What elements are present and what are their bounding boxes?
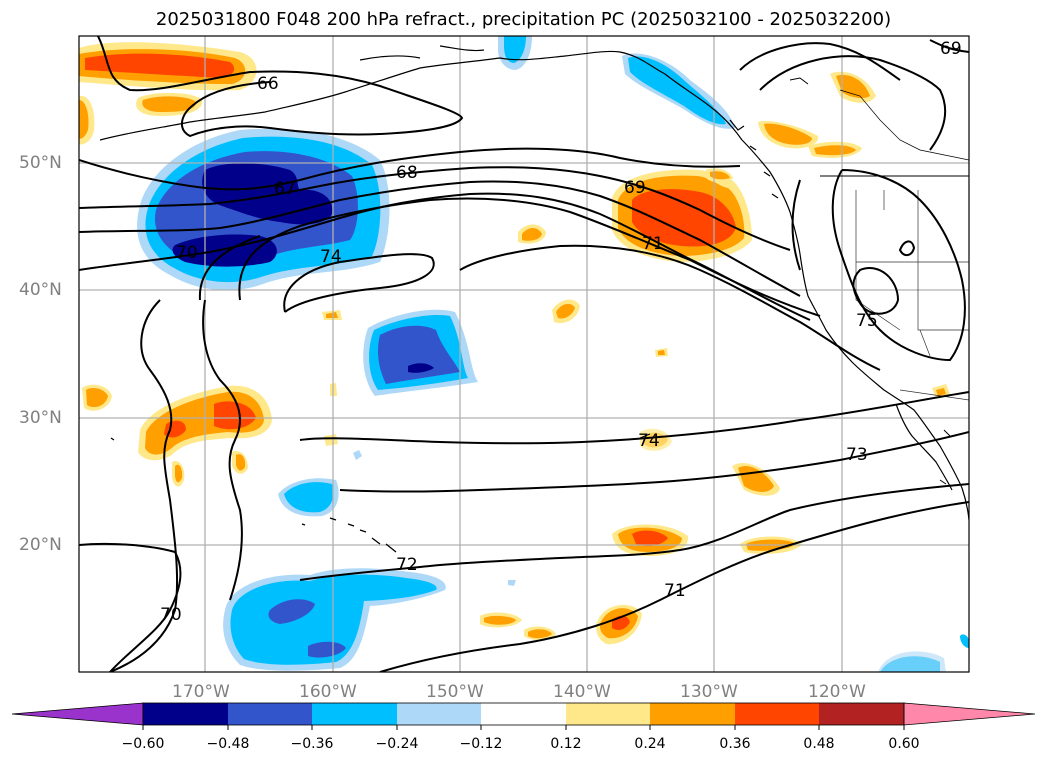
colorbar-extend-max (903, 702, 1036, 726)
lon-label: 160°W (299, 682, 357, 702)
colorbar-segment (735, 703, 819, 725)
refractivity-contours (79, 36, 969, 672)
contour-label: 70 (160, 605, 182, 625)
contour-label: 73 (846, 445, 868, 465)
colorbar (11, 702, 1036, 730)
contour-label: 69 (624, 178, 646, 198)
contour-label: 69 (940, 39, 962, 59)
map-title: 2025031800 F048 200 hPa refract., precip… (155, 9, 892, 30)
lon-label: 170°W (172, 682, 230, 702)
lon-label: 120°W (808, 682, 866, 702)
contour-label: 70 (176, 243, 198, 263)
colorbar-segment (566, 703, 650, 725)
contour-label: 67 (274, 179, 296, 199)
colorbar-segment (143, 703, 228, 725)
lat-label: 50°N (19, 153, 62, 173)
precip-shading (79, 36, 969, 672)
map-border (78, 35, 970, 673)
hawaii-islands (329, 517, 397, 553)
lat-label: 30°N (19, 408, 62, 428)
colorbar-segment (650, 703, 735, 725)
contour-label: 72 (396, 555, 418, 575)
contour-label: 71 (642, 234, 664, 254)
colorbar-tick-label: −0.60 (121, 736, 165, 752)
contour-label: 68 (396, 163, 418, 183)
colorbar-segment (481, 703, 566, 725)
lon-label: 150°W (426, 682, 484, 702)
lat-label: 40°N (19, 280, 62, 300)
contour-label: 74 (320, 247, 342, 267)
contour-labels: 66 67 68 69 70 71 72 73 74 74 75 69 71 7… (160, 39, 962, 625)
lon-label: 130°W (680, 682, 738, 702)
contour-label: 75 (856, 311, 878, 331)
colorbar-tick-label: −0.48 (206, 736, 250, 752)
map-frame-bg (79, 36, 969, 672)
alaska-coast (99, 50, 743, 141)
contour-label: 74 (638, 431, 660, 451)
colorbar-tick-label: 0.24 (634, 736, 666, 752)
colorbar-segment (228, 703, 312, 725)
colorbar-tick-label: −0.24 (375, 736, 419, 752)
colorbar-extend-min (11, 702, 144, 726)
colorbar-tick-label: 0.60 (888, 736, 920, 752)
lon-label: 140°W (553, 682, 611, 702)
colorbar-tick-label: −0.36 (290, 736, 334, 752)
colorbar-segment (819, 703, 904, 725)
contour-label: 71 (664, 581, 686, 601)
colorbar-segment (397, 703, 481, 725)
colorbar-tick-label: 0.12 (550, 736, 582, 752)
colorbar-segment (312, 703, 397, 725)
colorbar-tick-label: 0.36 (719, 736, 751, 752)
lat-label: 20°N (19, 535, 62, 555)
state-lines (855, 190, 969, 401)
contour-label: 66 (257, 74, 279, 94)
colorbar-tick-label: 0.48 (803, 736, 835, 752)
colorbar-tick-label: −0.12 (459, 736, 503, 752)
